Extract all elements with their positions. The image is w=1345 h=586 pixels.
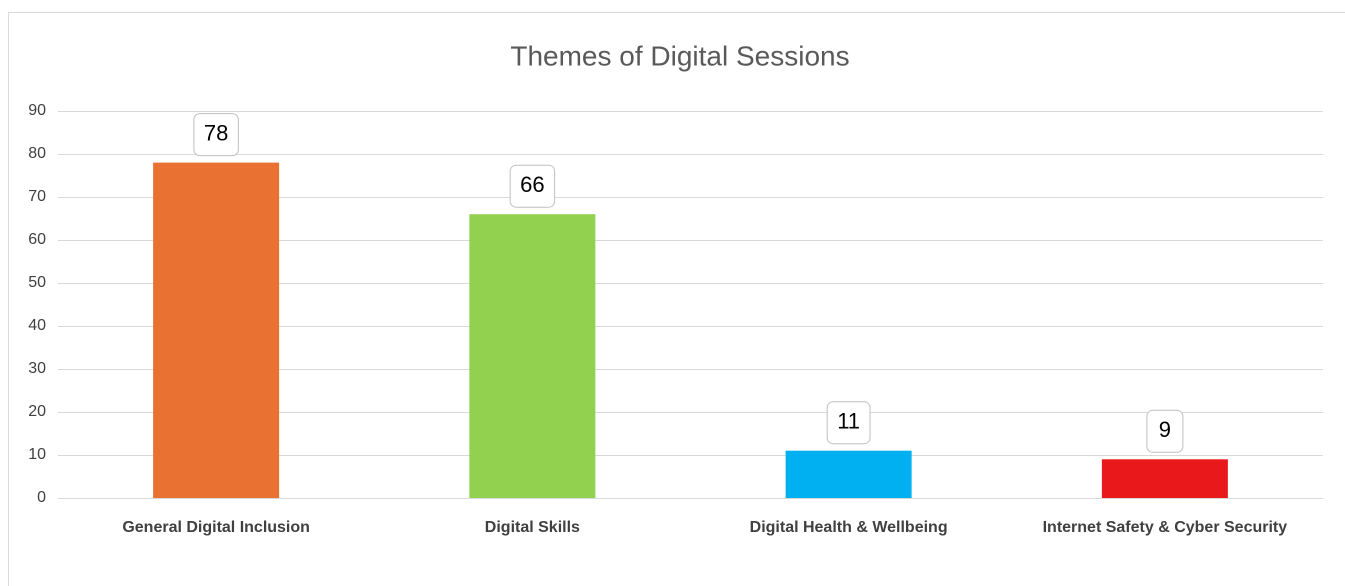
data-label-box [509,164,556,208]
y-tick-label: 0 [37,489,46,506]
bar [153,162,280,498]
data-label: 78 [204,120,228,145]
bar [785,450,912,498]
data-label: 11 [837,409,860,434]
bar [1101,459,1228,498]
bar [469,214,596,498]
y-tick-label: 80 [28,145,46,162]
x-tick-label: Internet Safety & Cyber Security [1042,519,1288,536]
x-tick-label: Digital Health & Wellbeing [749,519,948,536]
y-tick-label: 40 [28,317,46,334]
y-tick-label: 50 [28,274,46,291]
y-tick-label: 90 [28,102,46,119]
y-tick-label: 30 [28,360,46,377]
x-tick-label: General Digital Inclusion [122,519,310,536]
x-tick-label: Digital Skills [484,519,580,536]
data-label: 66 [520,172,544,197]
data-label-box [193,113,239,157]
data-label-box [826,401,871,445]
y-tick-label: 20 [28,403,46,420]
chart-title: Themes of Digital Sessions [510,40,849,71]
y-tick-label: 60 [28,231,46,248]
data-label: 9 [1159,417,1171,442]
y-tick-label: 70 [28,188,46,205]
data-label-box [1146,409,1184,453]
y-tick-label: 10 [28,446,46,463]
